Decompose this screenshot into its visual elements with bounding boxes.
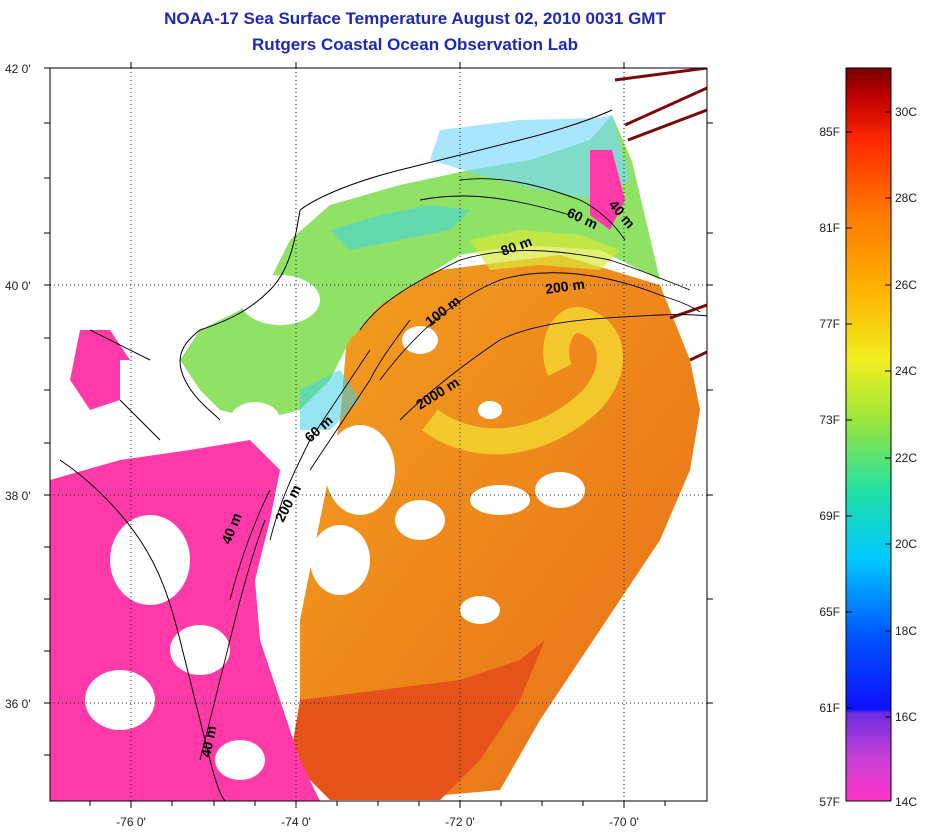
coastline [59,109,613,801]
colorbar: 85F 81F 77F 73F 69F 65F 61F 57F 30C 28C … [819,67,917,809]
fahrenheit-label: 69F [819,509,840,523]
contour-label: 200 m [544,276,586,297]
celsius-label: 28C [895,191,917,205]
eddy-ring [422,307,623,455]
celsius-label: 18C [895,624,917,638]
hot-water-region [290,640,545,800]
celsius-label: 22C [895,451,917,465]
fahrenheit-label: 77F [819,317,840,331]
satellite-track-lines [614,68,707,362]
bathymetry-contours [199,178,707,761]
lon-label: -70 0' [609,815,639,829]
fahrenheit-label: 81F [819,221,840,235]
celsius-label: 14C [895,795,917,809]
map-title: NOAA-17 Sea Surface Temperature August 0… [164,9,666,28]
lon-label: -76 0' [116,815,146,829]
celsius-label: 20C [895,537,917,551]
sst-image: 40 m 60 m 80 m 200 m 100 m 2000 m 60 m 2… [50,68,707,801]
graticule [50,68,707,801]
lat-label: 36 0' [5,697,31,711]
contour-label: 40 m [197,724,219,759]
map-subtitle: Rutgers Coastal Ocean Observation Lab [252,35,578,54]
lon-label: -72 0' [445,815,475,829]
celsius-label: 24C [895,364,917,378]
fahrenheit-label: 57F [819,795,840,809]
lat-label: 42 0' [5,62,31,76]
colorbar-gradient [845,67,892,802]
fahrenheit-label: 65F [819,605,840,619]
fahrenheit-label: 73F [819,413,840,427]
celsius-label: 30C [895,105,917,119]
frame-ticks [44,62,713,808]
celsius-label: 16C [895,710,917,724]
lat-label: 40 0' [5,279,31,293]
cloud-mask [50,68,707,801]
lon-label: -74 0' [281,815,311,829]
shelf-water-region [180,115,660,420]
lat-label: 38 0' [5,489,31,503]
celsius-label: 26C [895,278,917,292]
fahrenheit-label: 85F [819,125,840,139]
fahrenheit-label: 61F [819,701,840,715]
